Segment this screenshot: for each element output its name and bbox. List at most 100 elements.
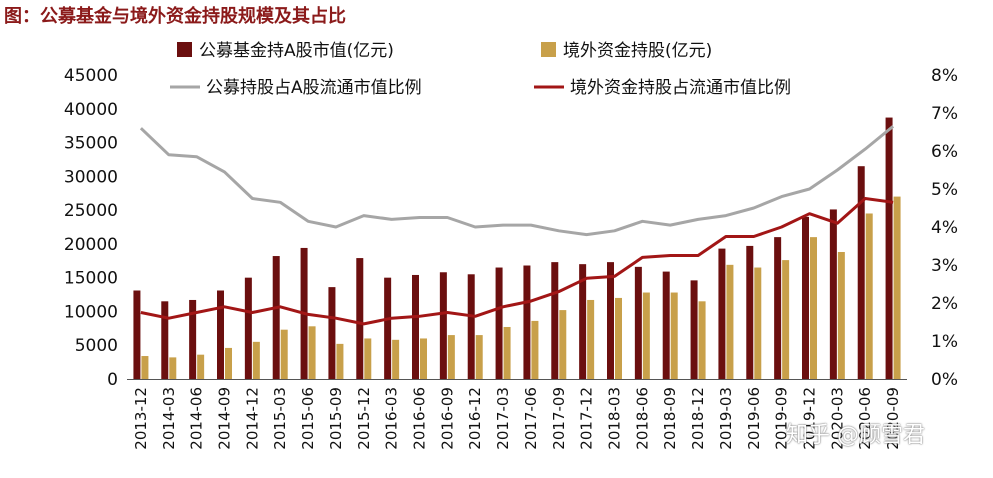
- fund-bar: [579, 264, 587, 379]
- x-tick-label: 2019-03: [717, 387, 735, 450]
- foreign-bar: [893, 196, 901, 379]
- x-tick-label: 2018-03: [606, 387, 624, 450]
- x-tick-label: 2015-09: [327, 387, 345, 450]
- x-tick-label: 2013-12: [132, 387, 150, 450]
- foreign-bar: [698, 301, 706, 379]
- foreign-bar: [782, 260, 790, 379]
- foreign-bar: [447, 335, 455, 379]
- x-tick-label: 2020-06: [856, 387, 874, 450]
- foreign-bar: [364, 338, 372, 379]
- x-tick-labels: 2013-12 2014-03 2014-06 2014-09 2014-12 2015-…: [132, 387, 902, 450]
- x-tick-label: 2019-12: [801, 387, 819, 450]
- fund-bar: [607, 262, 614, 379]
- fund-bar: [774, 237, 782, 379]
- y-right-tick-label: 4%: [931, 218, 958, 238]
- foreign-bar: [642, 292, 650, 379]
- lines: [139, 125, 895, 326]
- fund-bar: [467, 274, 475, 379]
- y-right-tick-label: 5%: [931, 180, 958, 200]
- y-left-tick-label: 45000: [64, 66, 118, 86]
- y-left-tick-label: 25000: [64, 201, 118, 221]
- legend-label: 公募基金持A股市值(亿元): [199, 41, 394, 61]
- x-tick-label: 2014-03: [160, 387, 178, 450]
- fund-bar: [634, 266, 642, 379]
- x-tick-label: 2014-12: [243, 387, 261, 450]
- x-tick-label: 2018-06: [633, 387, 651, 450]
- x-tick-label: 2016-12: [466, 387, 484, 450]
- x-tick-label: 2014-09: [216, 387, 234, 450]
- axes: 0 5000 10000 15000 20000 25000 30000 35000 40000…: [64, 66, 958, 390]
- legend: 公募基金持A股市值(亿元) 境外资金持股(亿元) 公募持股占A股流通市值比例 境外资金…: [170, 41, 791, 98]
- y-left-tick-label: 30000: [64, 167, 118, 187]
- foreign-bar: [559, 310, 567, 379]
- foreign-bar: [503, 326, 511, 379]
- x-tick-label: 2015-12: [355, 387, 373, 450]
- y-left-tick-label: 10000: [64, 302, 118, 322]
- foreign-bar: [252, 341, 260, 379]
- fund-bar: [217, 290, 224, 379]
- x-tick-label: 2020-03: [828, 387, 846, 450]
- legend-label: 境外资金持股占流通市值比例: [570, 78, 791, 98]
- y-right-tick-label: 6%: [931, 142, 958, 162]
- x-tick-label: 2017-03: [494, 387, 512, 450]
- fund-bar: [662, 271, 670, 379]
- y-right-tick-label: 8%: [931, 66, 958, 86]
- fund-bar: [718, 248, 726, 379]
- foreign-bar: [420, 338, 427, 379]
- foreign-bar: [837, 251, 845, 379]
- foreign-bar: [670, 292, 678, 379]
- fund-bar: [829, 209, 837, 379]
- fund-bar: [244, 277, 252, 379]
- y-left-tick-label: 15000: [64, 269, 118, 289]
- legend-label: 公募持股占A股流通市值比例: [206, 78, 422, 98]
- fund-bar: [551, 262, 559, 379]
- foreign-bar: [531, 320, 539, 379]
- foreign-bar: [615, 297, 622, 379]
- fund-bar: [885, 117, 893, 379]
- foreign-bar: [280, 329, 288, 379]
- foreign-bar: [475, 335, 483, 379]
- y-right-tick-label: 7%: [931, 104, 958, 124]
- foreign-bar: [810, 237, 817, 379]
- foreign-bar: [169, 357, 177, 379]
- y-left-tick-label: 0: [107, 370, 118, 390]
- legend-swatch: [541, 42, 556, 57]
- fund-bar: [272, 256, 280, 379]
- foreign-bar: [308, 326, 316, 379]
- fund-bar: [356, 258, 364, 379]
- foreign-bar: [392, 339, 400, 379]
- foreign-bar: [865, 213, 873, 379]
- page-title: 图：公募基金与境外资金持股规模及其占比: [4, 6, 346, 27]
- y-left-tick-label: 40000: [64, 100, 118, 120]
- fund-bar: [439, 272, 447, 379]
- fund-bar: [412, 274, 419, 379]
- x-tick-label: 2016-06: [411, 387, 429, 450]
- watermark: 知乎 @顾雪君: [786, 423, 925, 448]
- foreign-bar: [141, 356, 149, 379]
- x-tick-label: 2016-09: [438, 387, 456, 450]
- x-tick-label: 2018-09: [661, 387, 679, 450]
- foreign-bar: [587, 299, 595, 379]
- legend-swatch: [177, 42, 192, 57]
- fund-bar: [690, 280, 698, 379]
- y-left-tick-label: 35000: [64, 134, 118, 154]
- foreign-ratio-line: [140, 197, 894, 326]
- x-tick-label: 2017-09: [550, 387, 568, 450]
- fund-bar: [802, 216, 809, 379]
- foreign-bar: [225, 347, 232, 379]
- y-right-tick-label: 3%: [931, 256, 958, 276]
- fund-bar: [328, 287, 336, 379]
- y-left-tick-label: 5000: [75, 336, 118, 356]
- y-right-tick-label: 0%: [931, 370, 958, 390]
- fund-bar: [161, 301, 169, 379]
- fund-bar: [133, 290, 141, 379]
- x-tick-label: 2019-06: [745, 387, 763, 450]
- foreign-bar: [754, 267, 762, 379]
- x-tick-label: 2017-12: [578, 387, 596, 450]
- fund-bar: [523, 265, 531, 379]
- foreign-bar: [197, 354, 205, 379]
- y-right-tick-label: 2%: [931, 294, 958, 314]
- fund-bar: [857, 166, 865, 379]
- foreign-bar: [336, 343, 344, 379]
- fund-bar: [189, 299, 197, 379]
